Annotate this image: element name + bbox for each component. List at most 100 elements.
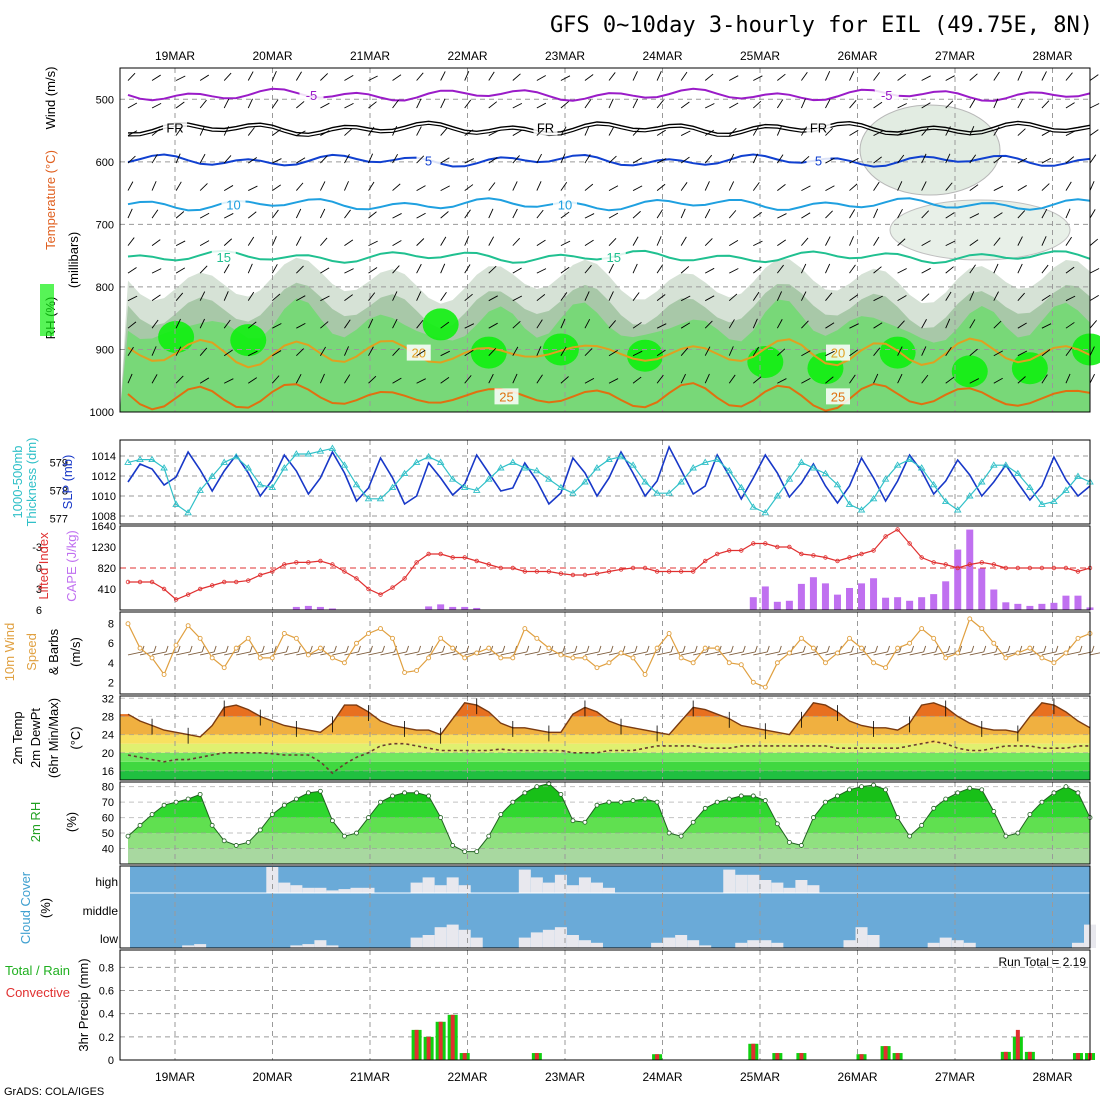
cape-bar bbox=[954, 549, 962, 610]
wind-barb bbox=[1089, 209, 1096, 219]
wind-barb-10m bbox=[344, 651, 359, 656]
wind-barb bbox=[295, 71, 302, 81]
precip-convective-bar bbox=[426, 1036, 431, 1060]
wind-barb-flag bbox=[586, 645, 590, 653]
wind-marker bbox=[606, 660, 612, 666]
wind-barb-10m bbox=[813, 651, 828, 656]
wind-barb bbox=[464, 129, 474, 136]
thickness-marker bbox=[268, 483, 277, 491]
wind-barb bbox=[247, 236, 255, 246]
thickness-marker bbox=[569, 489, 577, 496]
cloud-low-bar bbox=[939, 937, 952, 948]
li-marker bbox=[835, 558, 840, 564]
wind-barb-flag bbox=[213, 645, 217, 653]
li-marker bbox=[847, 555, 852, 560]
wind-barb bbox=[1017, 292, 1025, 301]
wind-barb bbox=[1041, 264, 1049, 274]
li-marker bbox=[871, 548, 876, 553]
wind-barb-10m bbox=[572, 651, 588, 656]
li-marker bbox=[474, 558, 479, 564]
wind-barb bbox=[392, 74, 402, 81]
li-marker bbox=[438, 551, 443, 557]
wind-barb bbox=[248, 377, 258, 384]
wind-barb bbox=[1089, 154, 1097, 164]
wind-barb bbox=[704, 346, 711, 356]
rh-marker bbox=[1015, 830, 1021, 836]
cloud-low-bar bbox=[687, 940, 700, 948]
wind-barb-flag bbox=[742, 645, 746, 653]
wind-marker bbox=[438, 635, 444, 641]
wind-barb bbox=[512, 237, 521, 246]
ylabel-millibars: (millibars) bbox=[66, 232, 81, 288]
rh-band bbox=[120, 298, 1090, 412]
ylabel-10m-wind: 10m Wind bbox=[2, 623, 17, 682]
wind-barb-10m bbox=[224, 651, 239, 656]
rh-marker bbox=[149, 812, 155, 817]
contour-10 bbox=[127, 197, 1091, 212]
precip-convective-bar bbox=[859, 1054, 864, 1060]
wind-barb bbox=[849, 129, 859, 136]
wind-barb bbox=[1065, 295, 1076, 302]
wind-barb bbox=[536, 346, 542, 356]
wind-barb bbox=[632, 127, 641, 136]
wind-marker bbox=[378, 626, 383, 632]
rh-marker bbox=[799, 843, 804, 848]
wind-barb-flag bbox=[935, 645, 939, 653]
x-tick-top: 26MAR bbox=[837, 49, 877, 63]
wind-barb bbox=[608, 237, 617, 246]
cloud-low-bar bbox=[410, 937, 423, 948]
x-tick-bottom: 28MAR bbox=[1032, 1070, 1072, 1084]
wind-barb-10m bbox=[368, 651, 383, 656]
rh-marker bbox=[871, 782, 876, 788]
wind-barb bbox=[632, 98, 639, 109]
wind-barb bbox=[440, 263, 446, 274]
li-marker bbox=[919, 555, 924, 560]
wind-barb bbox=[873, 266, 882, 274]
thickness-marker bbox=[292, 450, 301, 457]
wind-barb bbox=[440, 211, 449, 219]
thickness-marker bbox=[833, 480, 842, 488]
y-tick: 24 bbox=[102, 730, 114, 742]
cape-bar bbox=[328, 608, 336, 610]
y-tick: 0.4 bbox=[99, 1009, 114, 1021]
wind-barb-10m bbox=[801, 651, 816, 656]
wind-barb-flag bbox=[333, 645, 337, 653]
li-marker bbox=[703, 558, 708, 564]
wind-barb bbox=[656, 183, 666, 191]
thickness-marker bbox=[557, 483, 565, 491]
li-marker bbox=[931, 560, 936, 565]
rh-marker bbox=[125, 833, 131, 839]
wind-barb bbox=[945, 346, 952, 356]
contour-20 bbox=[127, 337, 1091, 369]
thickness-marker bbox=[1074, 472, 1082, 479]
wind-barb bbox=[752, 318, 758, 329]
wind-barb bbox=[584, 74, 594, 81]
wind-barb-flag bbox=[610, 645, 614, 653]
li-marker bbox=[450, 555, 455, 560]
rh-marker bbox=[762, 798, 768, 803]
cape-bar bbox=[1050, 602, 1058, 610]
wind-barb bbox=[1089, 268, 1100, 274]
cape-bar bbox=[761, 586, 769, 610]
wind-barb bbox=[897, 208, 903, 219]
rh-marker bbox=[342, 833, 347, 839]
cape-bar bbox=[797, 583, 805, 610]
y-tick: 1000 bbox=[90, 407, 114, 419]
thickness-marker bbox=[809, 464, 818, 471]
wind-barb bbox=[440, 321, 450, 329]
rh-marker bbox=[1051, 790, 1057, 796]
wind-barb bbox=[704, 295, 715, 302]
contour-25 bbox=[127, 382, 1091, 412]
wind-barb bbox=[777, 239, 787, 247]
li-marker bbox=[378, 592, 383, 597]
wind-marker bbox=[354, 640, 359, 646]
wind-barb-10m bbox=[163, 651, 179, 656]
cape-bar bbox=[473, 607, 481, 610]
wind-marker bbox=[823, 660, 828, 666]
contour-label: -5 bbox=[306, 88, 318, 103]
wind-barb bbox=[440, 98, 446, 109]
rh-marker bbox=[919, 822, 925, 828]
wind-barb bbox=[1041, 183, 1050, 191]
contour-label-bg bbox=[874, 86, 899, 103]
wind-barb bbox=[849, 100, 857, 109]
